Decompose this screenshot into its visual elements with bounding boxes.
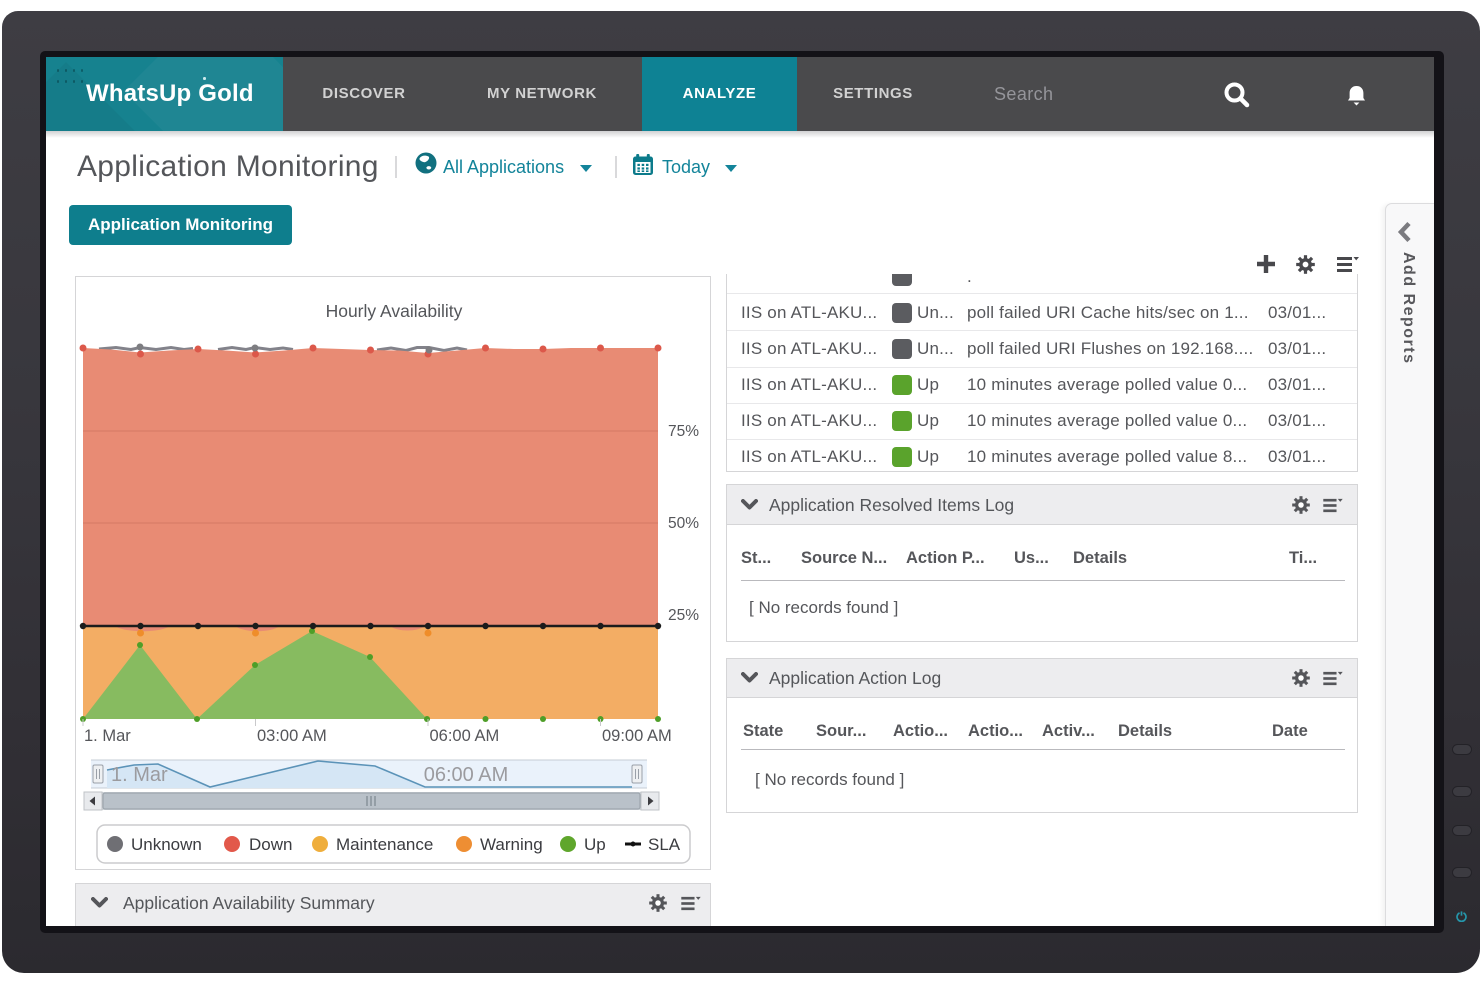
svg-text:06:00 AM: 06:00 AM: [430, 727, 500, 745]
svg-text:06:00 AM: 06:00 AM: [424, 764, 509, 786]
svg-text:Unknown: Unknown: [131, 835, 202, 854]
svg-text:03:00 AM: 03:00 AM: [257, 727, 327, 745]
svg-text:Down: Down: [249, 835, 292, 854]
svg-text:Hourly Availability: Hourly Availability: [326, 301, 463, 321]
svg-text:1. Mar: 1. Mar: [84, 727, 131, 745]
svg-text:Warning: Warning: [480, 835, 543, 854]
svg-text:Maintenance: Maintenance: [336, 835, 433, 854]
svg-text:Up: Up: [584, 835, 606, 854]
svg-text:1. Mar: 1. Mar: [111, 764, 168, 786]
svg-text:75%: 75%: [668, 423, 699, 440]
svg-text:SLA: SLA: [648, 835, 681, 854]
svg-text:25%: 25%: [668, 607, 699, 624]
svg-text:09:00 AM: 09:00 AM: [602, 727, 672, 745]
svg-text:50%: 50%: [668, 515, 699, 532]
